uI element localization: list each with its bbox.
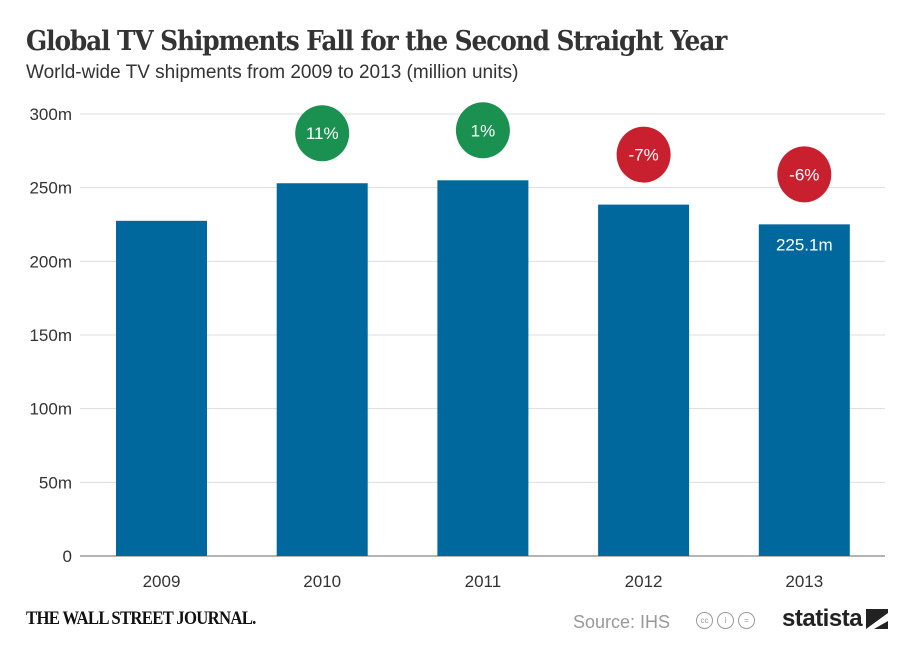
license-icons[interactable]: cc i =: [696, 612, 755, 629]
bar-2010: [276, 183, 368, 556]
bar-2009: [116, 220, 207, 557]
change-badge-label: 11%: [306, 124, 339, 143]
y-tick-label: 250m: [29, 179, 72, 198]
statista-logo[interactable]: statista: [782, 605, 889, 633]
y-tick-label: 100m: [29, 400, 72, 419]
bar-2011: [437, 180, 529, 557]
x-tick-label: 2012: [625, 572, 663, 591]
y-tick-label: 0: [63, 547, 72, 566]
wsj-logo: THE WALL STREET JOURNAL.: [26, 608, 256, 629]
change-badge: [295, 105, 350, 162]
change-badge-label: -6%: [789, 165, 819, 184]
y-tick-label: 50m: [39, 473, 72, 492]
x-tick-label: 2010: [303, 572, 341, 591]
change-badge: [777, 146, 832, 203]
change-badge-label: -7%: [628, 146, 658, 165]
y-tick-label: 150m: [29, 326, 72, 345]
by-icon: i: [717, 612, 734, 629]
x-tick-label: 2009: [143, 572, 181, 591]
chart-title: Global TV Shipments Fall for the Second …: [26, 26, 727, 57]
data-label: 225.1m: [776, 235, 833, 254]
bar-2013: [758, 224, 850, 556]
change-badge-label: 1%: [471, 121, 496, 140]
statista-wordmark: statista: [782, 605, 863, 632]
y-tick-label: 200m: [29, 252, 72, 271]
bar-2012: [598, 204, 690, 557]
x-tick-label: 2011: [465, 572, 502, 591]
statista-icon: [866, 609, 889, 629]
change-badge: [455, 102, 510, 159]
nd-icon: =: [738, 612, 755, 629]
x-tick-label: 2013: [785, 572, 823, 591]
change-badge: [616, 126, 671, 183]
source-label: Source: IHS: [573, 612, 671, 632]
chart-subtitle: World-wide TV shipments from 2009 to 201…: [26, 62, 519, 83]
y-tick-label: 300m: [29, 105, 72, 124]
cc-icon: cc: [696, 612, 713, 629]
